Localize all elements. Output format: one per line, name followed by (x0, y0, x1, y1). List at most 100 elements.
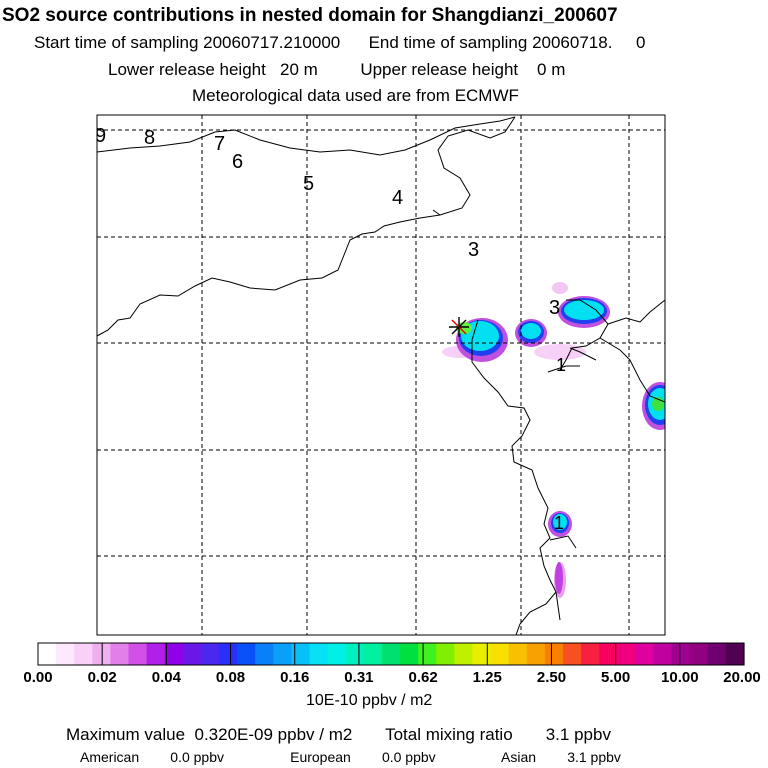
coastline-layer (97, 116, 665, 635)
colorbar-cell (490, 643, 510, 665)
contour-label: 4 (392, 187, 403, 209)
map-frame (96, 114, 666, 636)
coastline (555, 591, 561, 621)
coastline (599, 337, 665, 403)
colorbar-cell (707, 643, 727, 665)
colorbar-cell (635, 643, 655, 665)
contour-labels: 9 8 7 6 5 4 3 3 1 1 (95, 125, 566, 533)
colorbar-cell (128, 643, 148, 665)
colorbar-tick-label: 5.00 (601, 669, 631, 686)
plume-layer (442, 282, 665, 598)
end-value: 20060718. 0 (532, 33, 646, 52)
colorbar-cell (671, 643, 691, 665)
colorbar-cell (110, 643, 130, 665)
colorbar-cell (363, 643, 383, 665)
met-data-note: Meteorological data used are from ECMWF (192, 86, 519, 105)
colorbar-cell (508, 643, 528, 665)
coastline (569, 347, 597, 361)
colorbar-tick-label: 20.00 (723, 669, 761, 686)
colorbar-tick-label: 0.02 (87, 669, 117, 686)
coastline (547, 365, 580, 373)
plume-core (564, 300, 604, 320)
source-european-label: European (290, 749, 351, 765)
coastline (97, 116, 516, 156)
colorbar-tick-label: 10.00 (661, 669, 699, 686)
colorbar-cell (56, 643, 75, 665)
colorbar-cell (345, 643, 365, 665)
colorbar-frame (37, 642, 745, 666)
colorbar-cell (219, 643, 238, 665)
colorbar-cell (291, 643, 311, 665)
colorbar-cell (526, 643, 546, 665)
contour-label: 3 (468, 239, 479, 261)
source-asian-label: Asian (501, 749, 537, 765)
source-american-value: 0.0 ppbv (170, 749, 224, 765)
contour-label: 7 (214, 133, 225, 155)
upper-label: Upper release height (360, 60, 519, 79)
colorbar-cell (725, 643, 745, 665)
plume-core (553, 514, 567, 530)
contour-label: 1 (554, 513, 564, 533)
source-breakdown: American 0.0 ppbv European 0.0 ppbv Asia… (80, 750, 621, 764)
colorbar-tick-label: 0.16 (280, 669, 310, 686)
colorbar-cell (436, 643, 455, 665)
colorbar-units: 10E-10 ppbv / m2 (306, 692, 433, 709)
end-label: End time of sampling (368, 33, 528, 52)
colorbar-cell (327, 643, 347, 665)
release-heights: Lower release height 20 m Upper release … (108, 61, 565, 78)
plume-core (521, 323, 541, 339)
colorbar-cell (74, 643, 93, 665)
coastline (471, 319, 557, 635)
colorbar-tick-label: 0.04 (151, 669, 181, 686)
coastline (549, 535, 577, 549)
upper-value: 0 m (537, 60, 566, 79)
colorbar-cell (381, 643, 401, 665)
contour-label: 9 (95, 125, 106, 147)
colorbar-dividers (101, 643, 681, 665)
colorbar-cell (653, 643, 673, 665)
colorbar-tick-label: 0.62 (408, 669, 438, 686)
contour-label: 5 (303, 173, 314, 195)
colorbar-tick-label: 0.31 (344, 669, 374, 686)
colorbar-cell (472, 643, 492, 665)
start-value: 20060717.210000 (203, 33, 341, 52)
max-value: 0.320E-09 ppbv / m2 (194, 725, 353, 744)
total-label: Total mixing ratio (385, 725, 513, 744)
source-asian-value: 3.1 ppbv (567, 749, 621, 765)
coastline (607, 299, 665, 325)
colorbar-cell (164, 643, 184, 665)
colorbar-tick-label: 1.25 (472, 669, 502, 686)
colorbar-cell (237, 643, 256, 665)
max-label: Maximum value (66, 725, 186, 744)
receptor-marker-icon (449, 317, 469, 337)
total-value: 3.1 ppbv (545, 725, 611, 744)
lower-label: Lower release height (108, 60, 266, 79)
colorbar-cell (146, 643, 166, 665)
colorbar-cell (92, 643, 112, 665)
colorbar-cell (581, 643, 600, 665)
colorbar-cells (38, 643, 745, 665)
colorbar-tick-label: 0.00 (23, 669, 53, 686)
sampling-times: Start time of sampling 20060717.210000 E… (34, 34, 646, 51)
contour-label: 1 (556, 355, 566, 375)
colorbar-cell (38, 643, 57, 665)
colorbar-cell (200, 643, 220, 665)
colorbar-cell (255, 643, 274, 665)
colorbar-cell (418, 643, 437, 665)
lat-lon-grid (97, 115, 665, 635)
start-label: Start time of sampling (34, 33, 199, 52)
colorbar-cell (182, 643, 202, 665)
colorbar-tick-label: 0.08 (215, 669, 246, 686)
coastline (432, 209, 441, 216)
colorbar-cell (689, 643, 709, 665)
contour-label: 8 (144, 127, 155, 149)
colorbar-cell (454, 643, 474, 665)
colorbar-cell (562, 643, 582, 665)
lower-value: 20 m (280, 60, 318, 79)
colorbar-cell (599, 643, 618, 665)
source-european-value: 0.0 ppbv (381, 749, 436, 765)
colorbar-cell (273, 643, 293, 665)
plume-tail (555, 562, 563, 594)
